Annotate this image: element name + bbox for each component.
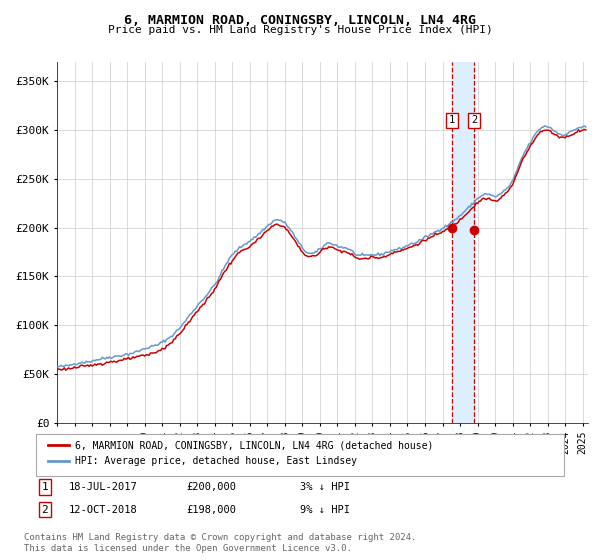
Bar [452,62,474,423]
Text: Contains HM Land Registry data © Crown copyright and database right 2024.
This d: Contains HM Land Registry data © Crown c… [24,533,416,553]
Text: £200,000: £200,000 [186,482,236,492]
Text: 12-OCT-2018: 12-OCT-2018 [69,505,138,515]
Text: 1: 1 [449,115,455,125]
Text: 6, MARMION ROAD, CONINGSBY, LINCOLN, LN4 4RG (detached house): 6, MARMION ROAD, CONINGSBY, LINCOLN, LN4… [75,440,433,450]
Text: 1: 1 [41,482,49,492]
Text: HPI: Average price, detached house, East Lindsey: HPI: Average price, detached house, East… [75,456,357,466]
Text: £198,000: £198,000 [186,505,236,515]
Text: 6, MARMION ROAD, CONINGSBY, LINCOLN, LN4 4RG: 6, MARMION ROAD, CONINGSBY, LINCOLN, LN4… [124,14,476,27]
Text: Price paid vs. HM Land Registry's House Price Index (HPI): Price paid vs. HM Land Registry's House … [107,25,493,35]
Text: 2: 2 [471,115,477,125]
Text: 9% ↓ HPI: 9% ↓ HPI [300,505,350,515]
Text: 18-JUL-2017: 18-JUL-2017 [69,482,138,492]
Text: 3% ↓ HPI: 3% ↓ HPI [300,482,350,492]
Text: 2: 2 [41,505,49,515]
